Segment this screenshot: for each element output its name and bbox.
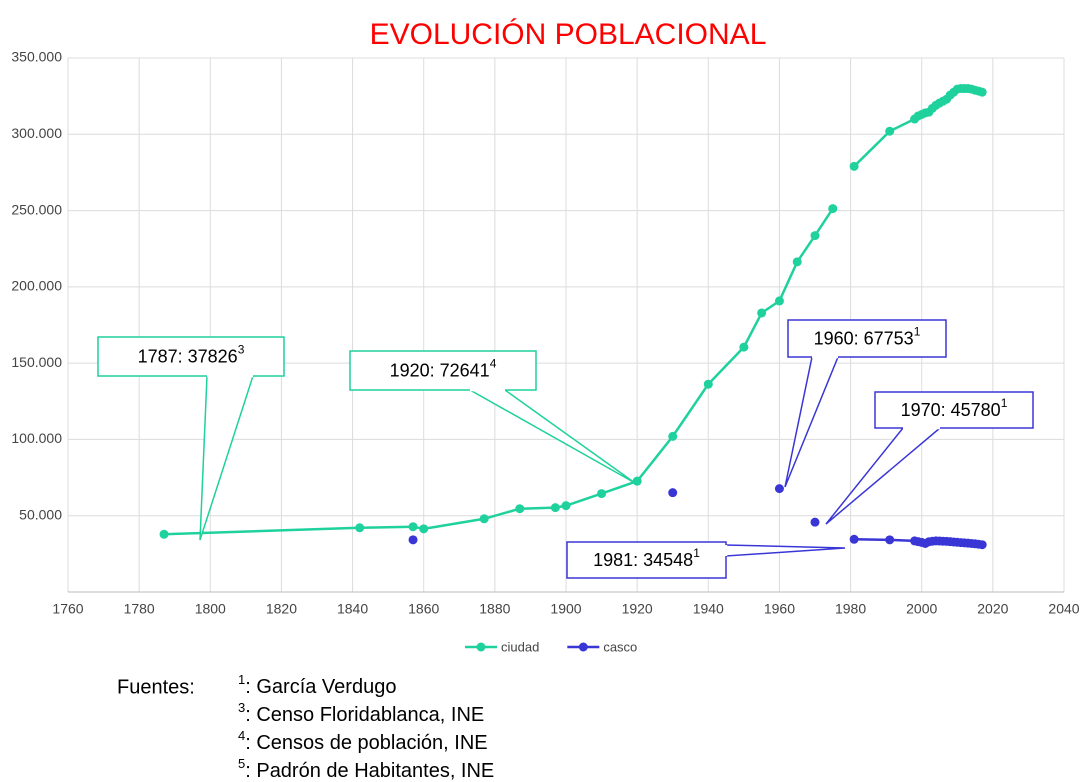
source-text: : Censo Floridablanca, INE	[245, 704, 484, 726]
data-point	[792, 257, 802, 267]
callout-sup: 1	[693, 546, 700, 560]
callout-pointer	[825, 427, 943, 525]
data-point	[550, 503, 560, 513]
source-sup: 3	[238, 700, 245, 715]
grid: 50.000 100.000 150.000 200.000 250.000 300.00…	[11, 49, 1079, 617]
callout-box	[787, 319, 947, 358]
callout-text: 1960: 677531	[814, 325, 921, 349]
data-point	[774, 296, 784, 306]
sources-label: Fuentes:	[117, 676, 195, 698]
data-point	[668, 488, 678, 498]
callout-value: 1981: 34548	[593, 550, 693, 570]
data-point	[408, 535, 418, 545]
data-point	[739, 342, 749, 352]
callout-sup: 1	[1001, 396, 1008, 410]
x-tick-label: 1960	[764, 601, 795, 617]
data-point	[632, 476, 642, 486]
source-text: : García Verdugo	[245, 676, 396, 698]
callout-sup: 4	[490, 357, 497, 371]
x-tick-label: 1780	[124, 601, 155, 617]
x-tick-label: 2040	[1048, 601, 1079, 617]
data-point	[561, 501, 571, 511]
source-item: 3: Censo Floridablanca, INE	[238, 700, 484, 726]
data-point	[479, 514, 489, 524]
source-sup: 1	[238, 672, 245, 687]
legend: ciudad casco	[465, 639, 637, 654]
data-point	[597, 489, 607, 499]
callout-pointer	[725, 544, 846, 557]
legend-marker	[578, 642, 588, 652]
data-point	[774, 484, 784, 494]
x-tick-label: 2000	[906, 601, 937, 617]
callout-pointer	[784, 356, 840, 488]
chart-title: EVOLUCIÓN POBLACIONAL	[370, 18, 767, 51]
data-point	[810, 517, 820, 527]
legend-label: ciudad	[501, 639, 539, 654]
data-point	[668, 431, 678, 441]
x-tick-label: 1920	[622, 601, 653, 617]
y-tick-label: 100.000	[11, 430, 62, 446]
callout-box	[349, 350, 537, 391]
callout-box	[874, 391, 1034, 429]
data-point	[810, 231, 820, 241]
callout-value: 1787: 37826	[138, 346, 238, 366]
y-tick-label: 250.000	[11, 201, 62, 217]
y-tick-label: 150.000	[11, 354, 62, 370]
data-point	[828, 204, 838, 214]
y-tick-label: 350.000	[11, 49, 62, 65]
data-point	[849, 534, 859, 544]
x-tick-label: 1760	[52, 601, 83, 617]
data-point	[885, 535, 895, 545]
data-point	[159, 529, 169, 539]
title-bg	[330, 14, 806, 56]
callout-value: 1920: 72641	[390, 360, 490, 380]
series-line	[164, 87, 983, 536]
callout-value: 1970: 45780	[901, 400, 1001, 420]
source-item: 5: Padrón de Habitantes, INE	[238, 756, 494, 782]
plot	[159, 84, 987, 550]
x-tick-label: 1900	[550, 601, 581, 617]
x-tick-label: 1820	[266, 601, 297, 617]
x-tick-label: 1840	[337, 601, 368, 617]
x-tick-label: 1940	[693, 601, 724, 617]
data-point	[515, 504, 525, 514]
callout-sup: 1	[914, 325, 921, 339]
data-point	[703, 379, 713, 389]
callout-text: 1787: 378263	[138, 343, 245, 367]
callout-box	[97, 336, 285, 377]
x-tick-label: 1860	[408, 601, 439, 617]
data-point	[355, 523, 365, 533]
x-tick-label: 2020	[977, 601, 1008, 617]
data-point	[757, 308, 767, 318]
source-text: : Padrón de Habitantes, INE	[245, 760, 494, 782]
x-tick-label: 1800	[195, 601, 226, 617]
source-item: 4: Censos de población, INE	[238, 728, 488, 754]
source-sup: 5	[238, 756, 245, 771]
callout-text: 1981: 345481	[593, 546, 700, 570]
y-tick-label: 50.000	[19, 506, 62, 522]
callout-value: 1960: 67753	[814, 328, 914, 348]
callout-box	[566, 541, 727, 579]
callout-text: 1970: 457801	[901, 396, 1008, 420]
data-point	[977, 540, 987, 550]
callout-text: 1920: 726414	[390, 357, 497, 381]
y-tick-label: 200.000	[11, 278, 62, 294]
data-point	[977, 87, 987, 97]
data-point	[408, 522, 418, 532]
source-sup: 4	[238, 728, 245, 743]
data-point	[419, 524, 429, 534]
callout-sup: 3	[238, 343, 245, 357]
x-tick-label: 1980	[835, 601, 866, 617]
legend-label: casco	[603, 639, 637, 654]
legend-marker	[476, 642, 486, 652]
x-tick-label: 1880	[479, 601, 510, 617]
y-tick-label: 300.000	[11, 125, 62, 141]
data-point	[849, 161, 859, 171]
data-point	[885, 126, 895, 136]
source-text: : Censos de población, INE	[245, 732, 487, 754]
source-item: 1: García Verdugo	[238, 672, 396, 698]
